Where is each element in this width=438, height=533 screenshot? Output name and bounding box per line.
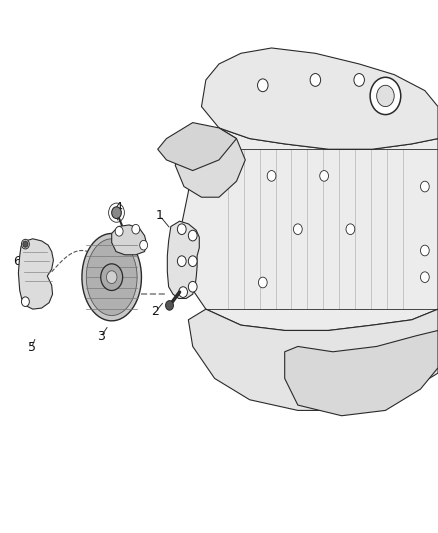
Circle shape — [115, 227, 123, 236]
Polygon shape — [175, 128, 245, 197]
Polygon shape — [167, 221, 199, 298]
Circle shape — [310, 74, 321, 86]
Circle shape — [140, 240, 148, 250]
Circle shape — [370, 77, 401, 115]
Circle shape — [420, 245, 429, 256]
Circle shape — [293, 224, 302, 235]
Circle shape — [420, 272, 429, 282]
Polygon shape — [188, 309, 438, 410]
Circle shape — [166, 301, 173, 310]
Polygon shape — [18, 239, 53, 309]
Text: 4: 4 — [114, 201, 122, 214]
Circle shape — [177, 224, 186, 235]
Circle shape — [320, 171, 328, 181]
Text: 3: 3 — [97, 330, 105, 343]
Circle shape — [258, 277, 267, 288]
Polygon shape — [86, 239, 137, 316]
Text: 6: 6 — [13, 255, 21, 268]
Circle shape — [177, 256, 186, 266]
Polygon shape — [285, 330, 438, 416]
Circle shape — [188, 256, 197, 266]
Circle shape — [23, 241, 28, 247]
Polygon shape — [158, 123, 237, 171]
Circle shape — [112, 207, 121, 219]
Circle shape — [346, 224, 355, 235]
Circle shape — [188, 230, 197, 241]
Circle shape — [101, 264, 123, 290]
Text: 5: 5 — [28, 341, 35, 354]
Circle shape — [188, 281, 197, 292]
Polygon shape — [180, 128, 438, 330]
Polygon shape — [201, 48, 438, 149]
Text: 2: 2 — [152, 305, 159, 318]
Circle shape — [258, 79, 268, 92]
Circle shape — [420, 181, 429, 192]
Circle shape — [179, 287, 187, 297]
Polygon shape — [82, 233, 141, 321]
Circle shape — [354, 74, 364, 86]
Circle shape — [267, 171, 276, 181]
Polygon shape — [112, 225, 147, 255]
Circle shape — [21, 239, 29, 249]
Circle shape — [21, 297, 29, 306]
Circle shape — [106, 271, 117, 284]
Circle shape — [377, 85, 394, 107]
Text: 1: 1 — [156, 209, 164, 222]
Circle shape — [132, 224, 140, 234]
